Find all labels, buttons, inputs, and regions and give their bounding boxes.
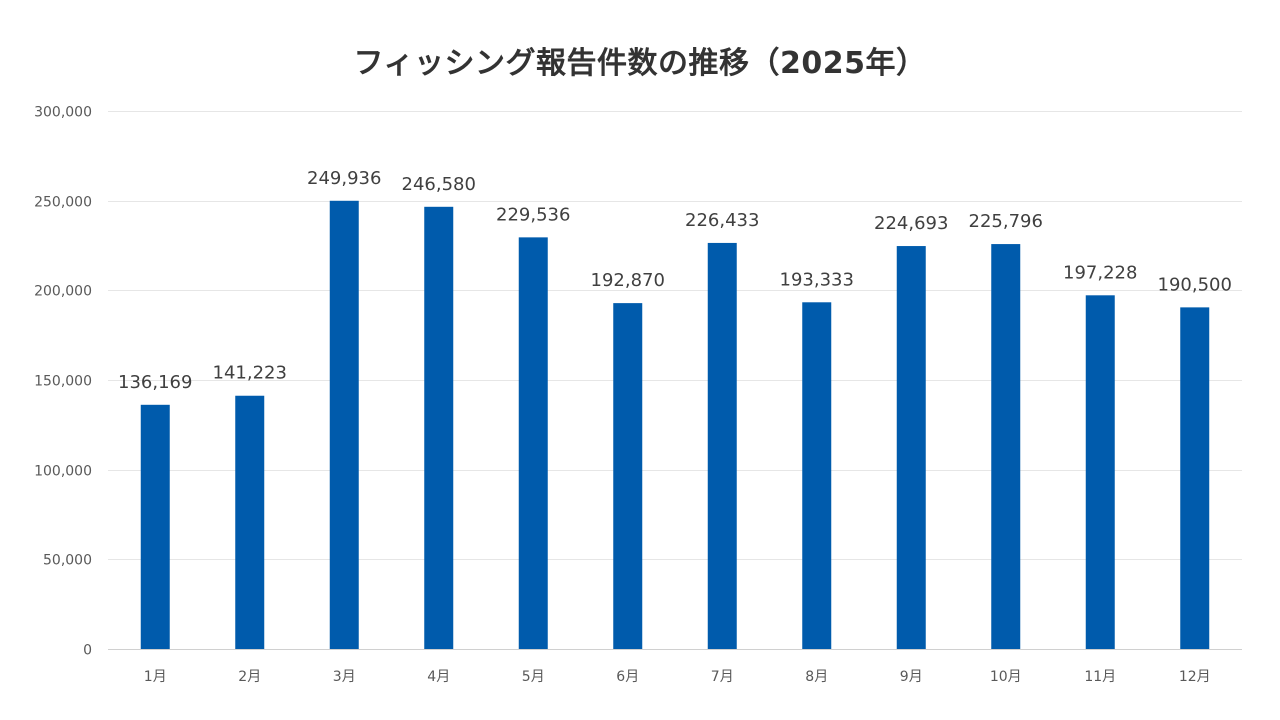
x-tick-label-8: 8月 (805, 669, 828, 685)
bar-8 (802, 302, 832, 649)
data-label-5: 229,536 (496, 204, 570, 225)
x-tick-label-2: 2月 (238, 669, 261, 685)
bar-11 (1085, 295, 1115, 649)
bar-12 (1180, 307, 1210, 649)
bar-4 (424, 206, 454, 649)
x-tick-label-12: 12月 (1179, 669, 1211, 685)
x-tick-label-4: 4月 (427, 669, 450, 685)
y-tick-label: 150,000 (34, 374, 92, 390)
x-tick-label-10: 10月 (990, 669, 1022, 685)
data-label-11: 197,228 (1063, 262, 1137, 283)
x-tick-label-7: 7月 (711, 669, 734, 685)
bar-6 (613, 303, 643, 649)
chart-title: フィッシング報告件数の推移（2025年） (353, 46, 927, 81)
bar-1 (140, 404, 170, 649)
bar-7 (707, 242, 737, 649)
y-tick-label: 300,000 (34, 105, 92, 121)
data-label-2: 141,223 (213, 363, 287, 384)
y-tick-label: 50,000 (43, 553, 92, 569)
y-tick-label: 100,000 (34, 464, 92, 480)
data-label-7: 226,433 (685, 210, 759, 231)
bar-5 (518, 237, 548, 650)
x-tick-label-9: 9月 (900, 669, 923, 685)
bar-2 (235, 395, 265, 649)
y-tick-label: 200,000 (34, 284, 92, 300)
data-label-3: 249,936 (307, 168, 381, 189)
data-label-9: 224,693 (874, 213, 948, 234)
x-tick-label-1: 1月 (144, 669, 167, 685)
bar-3 (329, 200, 359, 649)
data-label-10: 225,796 (969, 211, 1043, 232)
x-tick-label-5: 5月 (522, 669, 545, 685)
data-label-8: 193,333 (780, 269, 854, 290)
data-label-12: 190,500 (1158, 274, 1232, 295)
data-label-1: 136,169 (118, 372, 192, 393)
x-tick-label-11: 11月 (1084, 669, 1116, 685)
data-label-4: 246,580 (402, 174, 476, 195)
y-tick-label: 0 (83, 643, 92, 659)
bar-10 (991, 244, 1021, 649)
data-label-6: 192,870 (591, 270, 665, 291)
bar-9 (896, 246, 926, 650)
y-tick-label: 250,000 (34, 195, 92, 211)
x-tick-label-6: 6月 (616, 669, 639, 685)
x-tick-label-3: 3月 (333, 669, 356, 685)
